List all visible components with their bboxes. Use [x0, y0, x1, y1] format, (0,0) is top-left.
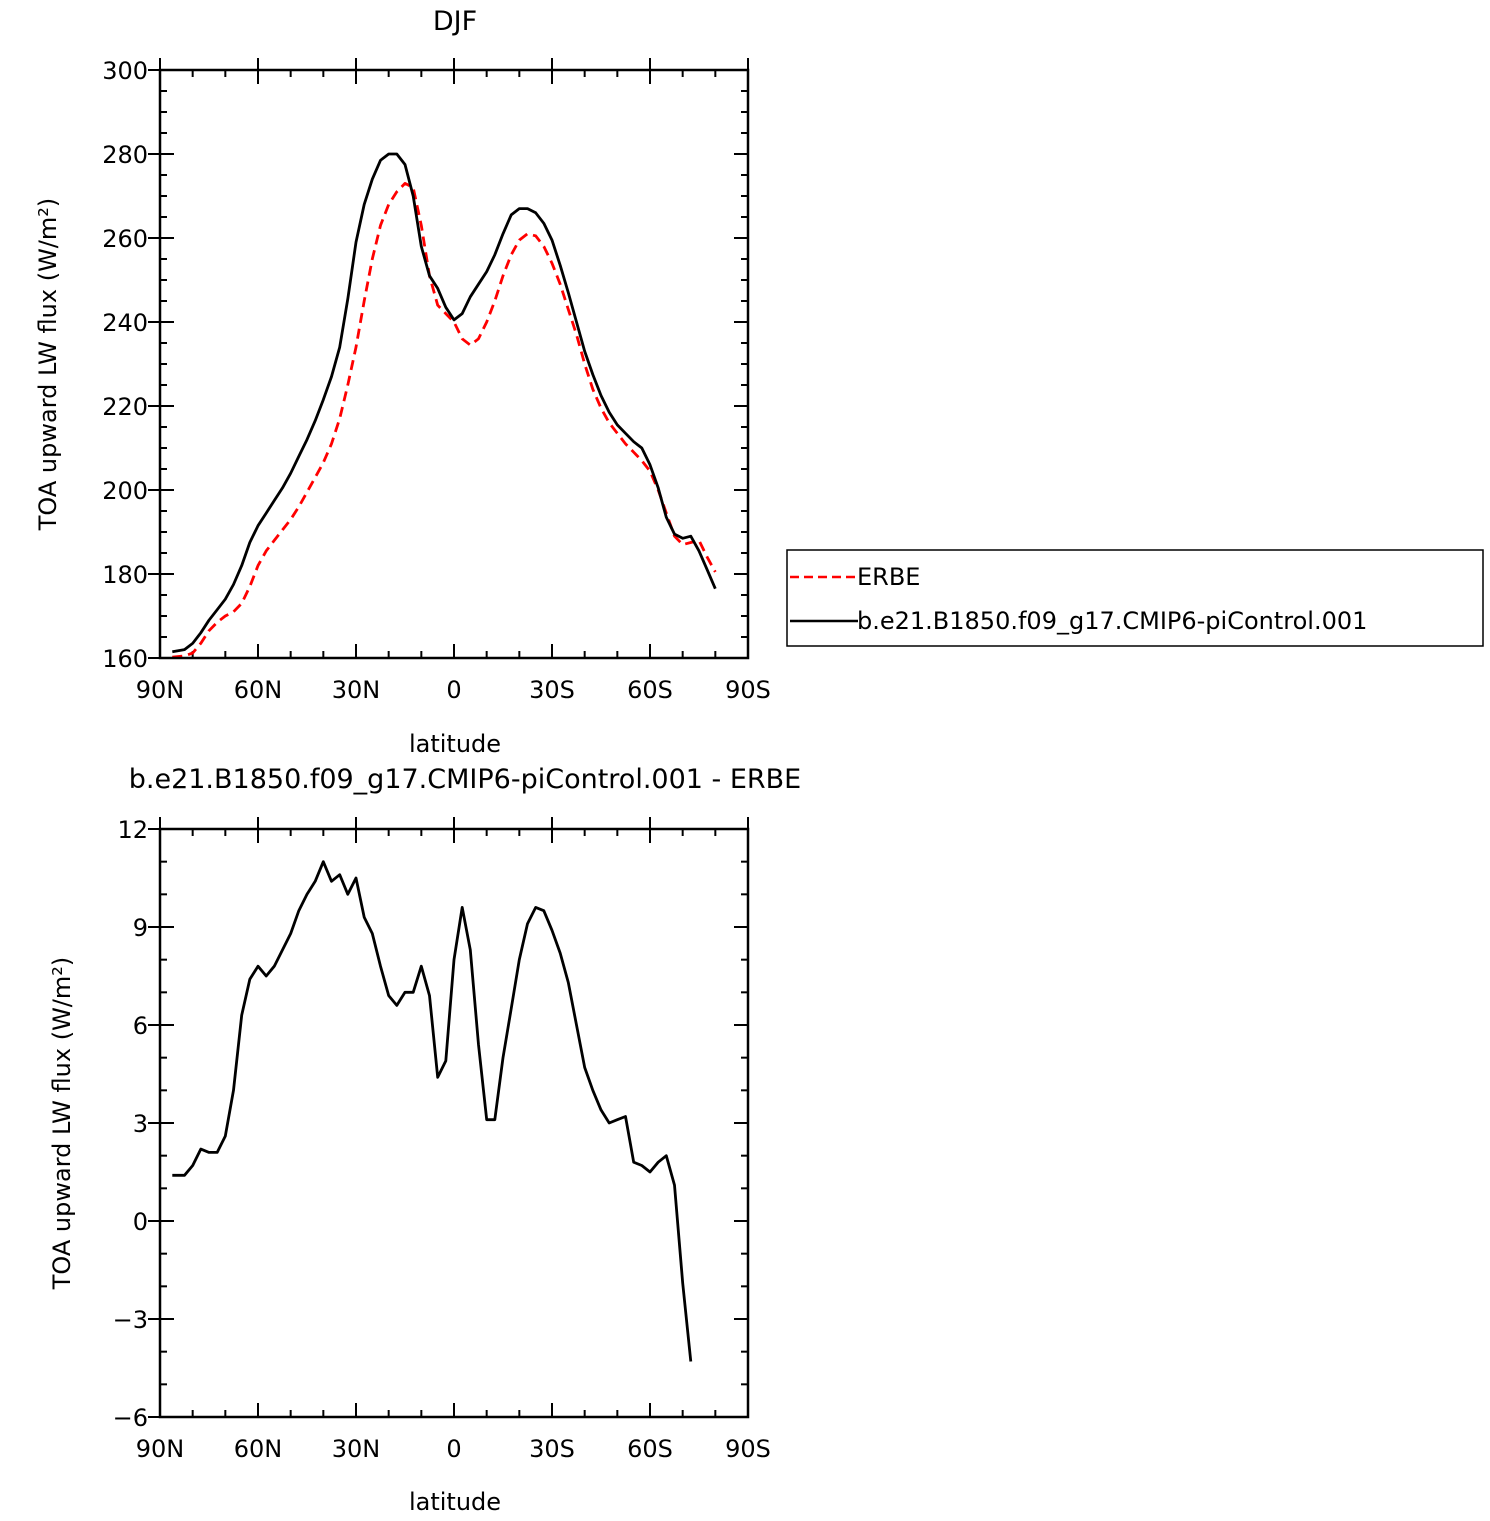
top-x-tick-label: 30N [332, 676, 381, 704]
bottom-chart: b.e21.B1850.f09_g17.CMIP6-piControl.001 … [48, 764, 801, 1516]
top-x-tick-label: 60S [627, 676, 673, 704]
legend-box [786, 549, 1484, 647]
bottom-y-tick-label: −3 [113, 1306, 148, 1334]
top-x-tick-label: 60N [234, 676, 283, 704]
top-y-tick-label: 260 [102, 225, 148, 253]
top-chart: DJF 90N 60N 30N 0 30S 60S 90S 160 180 200 220 240 26… [34, 6, 1484, 758]
top-y-tick-label: 160 [102, 645, 148, 673]
bottom-x-axis-label: latitude [409, 1488, 501, 1516]
bottom-chart-ticks: 90N 60N 30N 0 30S 60S 90S −6 −3 0 3 6 9 12 [113, 816, 771, 1463]
top-y-tick-label: 300 [102, 57, 148, 85]
bottom-x-tick-label: 60N [234, 1435, 283, 1463]
top-x-tick-label: 30S [529, 676, 575, 704]
top-chart-ticks: 90N 60N 30N 0 30S 60S 90S 160 180 200 220 240 260 280… [102, 57, 771, 704]
legend-label-model: b.e21.B1850.f09_g17.CMIP6-piControl.001 [857, 607, 1367, 635]
bottom-x-tick-label: 90S [725, 1435, 771, 1463]
top-chart-series [172, 152, 717, 659]
top-x-axis-label: latitude [409, 730, 501, 758]
top-y-axis-label: TOA upward LW flux (W/m²) [34, 198, 62, 532]
top-y-tick-label: 280 [102, 141, 148, 169]
bottom-x-tick-label: 30N [332, 1435, 381, 1463]
top-x-tick-label: 90N [136, 676, 185, 704]
bottom-x-tick-label: 30S [529, 1435, 575, 1463]
legend-label-erbe: ERBE [857, 563, 920, 591]
bottom-chart-title: b.e21.B1850.f09_g17.CMIP6-piControl.001 … [129, 764, 802, 795]
top-x-tick-label: 90S [725, 676, 771, 704]
top-plot-frame [158, 68, 750, 660]
top-legend: ERBE b.e21.B1850.f09_g17.CMIP6-piControl… [786, 549, 1484, 647]
bottom-chart-series [172, 860, 693, 1362]
bottom-series-line-0 [172, 860, 693, 1362]
bottom-y-tick-label: 3 [133, 1110, 148, 1138]
bottom-y-tick-label: 6 [133, 1012, 148, 1040]
bottom-x-tick-label: 0 [446, 1435, 461, 1463]
top-y-tick-label: 220 [102, 393, 148, 421]
bottom-x-tick-label: 60S [627, 1435, 673, 1463]
bottom-y-tick-label: 9 [133, 914, 148, 942]
top-series-line-1 [172, 152, 717, 654]
top-chart-title: DJF [433, 6, 477, 37]
bottom-y-tick-label: 0 [133, 1208, 148, 1236]
top-x-tick-label: 0 [446, 676, 461, 704]
top-series-line-0 [172, 182, 717, 659]
bottom-x-tick-label: 90N [136, 1435, 185, 1463]
top-y-tick-label: 200 [102, 477, 148, 505]
bottom-y-axis-label: TOA upward LW flux (W/m²) [48, 957, 76, 1291]
bottom-plot-frame [158, 827, 750, 1419]
bottom-y-tick-label: −6 [113, 1404, 148, 1432]
top-y-tick-label: 180 [102, 561, 148, 589]
top-y-tick-label: 240 [102, 309, 148, 337]
bottom-y-tick-label: 12 [117, 816, 148, 844]
